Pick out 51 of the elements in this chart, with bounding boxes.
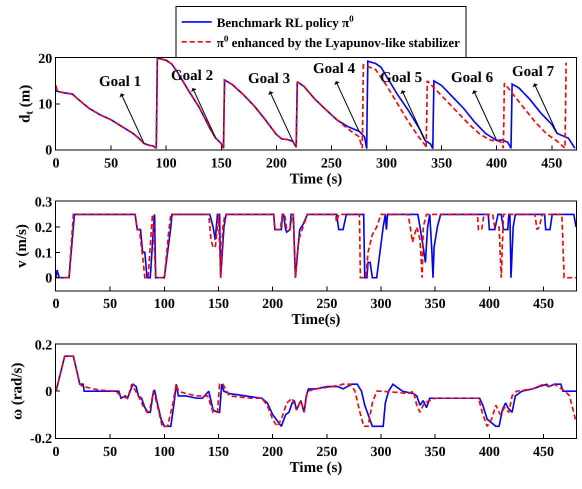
x-axis-title: Time (s) xyxy=(290,171,342,188)
y-tick-label: 0.3 xyxy=(34,196,52,211)
x-tick-label: 300 xyxy=(376,156,398,172)
y-tick-label: 0.2 xyxy=(34,220,52,236)
x-tick-label: 150 xyxy=(210,156,232,172)
x-tick-label: 200 xyxy=(262,444,284,460)
y-axis-title: v (m/s) xyxy=(14,224,30,268)
x-tick-label: 400 xyxy=(486,156,508,172)
y-axis-title: ω (rad/s) xyxy=(9,362,26,420)
x-tick-label: 350 xyxy=(424,297,446,312)
x-tick-label: 250 xyxy=(316,444,338,460)
legend-label: π$^{0}$ enhanced by the Lyapunov-like stabilizer xyxy=(216,33,460,50)
x-tick-label: 100 xyxy=(154,297,175,312)
x-tick-label: 200 xyxy=(262,297,284,312)
y-tick-label: 0 xyxy=(45,143,52,158)
x-tick-label: 100 xyxy=(154,444,175,460)
annotation: Goal 1 xyxy=(99,74,142,90)
line-series xyxy=(56,355,576,428)
x-tick-label: 350 xyxy=(431,156,452,172)
x-tick-label: 150 xyxy=(208,444,229,460)
y-tick-label: 20 xyxy=(38,52,52,67)
y-tick-label: 0 xyxy=(45,385,52,400)
x-tick-label: 450 xyxy=(533,297,554,312)
x-tick-label: 400 xyxy=(478,297,500,312)
line-series xyxy=(56,214,576,278)
x-tick-label: 450 xyxy=(541,156,562,172)
x-axis-title: Time(s) xyxy=(292,312,340,328)
x-tick-label: 50 xyxy=(103,444,118,460)
x-tick-label: 100 xyxy=(156,156,177,172)
x-tick-label: 50 xyxy=(103,297,118,312)
legend-label: Benchmark RL policy π$^{0}$ xyxy=(216,14,354,30)
x-tick-label: 400 xyxy=(478,444,500,460)
x-tick-label: 300 xyxy=(370,444,392,460)
annotation: Goal 6 xyxy=(451,70,494,86)
annotation: Goal 3 xyxy=(248,71,290,87)
y-tick-label: 0.2 xyxy=(34,338,52,354)
y-tick-label: -0.2 xyxy=(30,432,52,447)
x-tick-label: 250 xyxy=(320,156,342,172)
x-tick-label: 450 xyxy=(533,444,554,460)
y-tick-label: 10 xyxy=(38,98,52,113)
x-tick-label: 250 xyxy=(316,297,338,312)
x-tick-label: 50 xyxy=(104,156,118,172)
y-tick-label: 0.1 xyxy=(34,246,52,262)
x-tick-label: 200 xyxy=(266,156,287,172)
annotation: Goal 4 xyxy=(313,61,356,77)
x-tick-label: 150 xyxy=(208,297,229,312)
x-axis-title: Time (s) xyxy=(290,460,342,476)
annotation: Goal 7 xyxy=(512,64,555,80)
y-tick-label: 0 xyxy=(45,272,52,287)
x-tick-label: 300 xyxy=(370,297,392,312)
x-tick-label: 350 xyxy=(424,444,446,460)
